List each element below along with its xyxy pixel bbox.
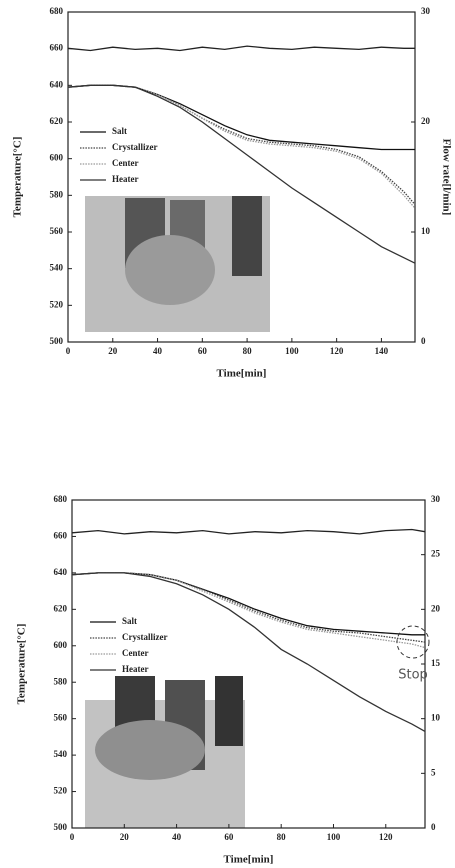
y-tick-label: 660 [50,43,64,53]
y2-tick-label: 5 [431,767,436,777]
x-tick-label: 0 [70,832,75,842]
y-tick-label: 560 [54,713,68,723]
x-tick-label: 140 [375,346,389,356]
x-tick-label: 40 [172,832,182,842]
legend-label: Crystallizer [122,632,167,642]
y2-tick-label: 10 [421,226,431,236]
y-tick-label: 520 [54,786,68,796]
x-tick-label: 100 [285,346,299,356]
y-tick-label: 560 [50,226,64,236]
legend-label: Heater [112,174,138,184]
y-tick-label: 620 [50,116,64,126]
y-axis-label: Temperature[°C] [16,624,28,705]
y-tick-label: 520 [50,299,64,309]
y-tick-label: 540 [50,263,64,273]
y-tick-label: 640 [54,567,68,577]
x-axis-label: Time[min] [217,368,267,380]
y-tick-label: 660 [54,531,68,541]
x-tick-label: 120 [330,346,344,356]
y-tick-label: 540 [54,749,68,759]
plot-frame [67,11,416,343]
y2-tick-label: 30 [421,6,431,16]
y2-axis-label: Flow rate[l/min] [440,139,452,216]
series-line [71,572,426,732]
series-line [67,84,416,264]
series-line [71,528,426,535]
y2-tick-label: 25 [431,549,441,559]
y2-tick-label: 20 [421,116,431,126]
y-tick-label: 620 [54,603,68,613]
photo-inset [85,196,270,828]
y2-tick-label: 0 [421,336,426,346]
legend-label: Salt [122,616,137,626]
series-line [71,572,426,649]
x-tick-label: 40 [153,346,163,356]
y-tick-label: 580 [54,676,68,686]
series-line [67,45,415,52]
y-tick-label: 640 [50,79,64,89]
x-tick-label: 60 [198,346,208,356]
x-axis-label: Time[min] [224,854,274,866]
y2-tick-label: 30 [431,494,441,504]
series-line [71,572,426,643]
x-tick-label: 80 [243,346,253,356]
y-tick-label: 500 [50,336,64,346]
stop-marker [396,625,430,659]
annotation: Stop [398,668,428,683]
y-tick-label: 600 [50,153,64,163]
y-tick-label: 500 [54,822,68,832]
y-tick-label: 680 [50,6,64,16]
legend-label: Heater [122,664,148,674]
y-tick-label: 600 [54,640,68,650]
y2-tick-label: 20 [431,603,441,613]
y2-tick-label: 10 [431,713,441,723]
legend-label: Salt [112,126,127,136]
x-tick-label: 20 [108,346,118,356]
legend-label: Crystallizer [112,142,157,152]
x-tick-label: 100 [327,832,341,842]
legend-label: Center [112,158,139,168]
x-tick-label: 20 [120,832,130,842]
x-tick-label: 60 [224,832,234,842]
series-line [67,84,415,151]
x-tick-label: 80 [277,832,287,842]
y2-tick-label: 15 [431,658,441,668]
y-axis-label: Temperature[°C] [12,137,24,218]
legend-label: Center [122,648,149,658]
y2-tick-label: 0 [431,822,436,832]
y-tick-label: 580 [50,189,64,199]
x-tick-label: 0 [66,346,71,356]
x-tick-label: 120 [379,832,393,842]
y-tick-label: 680 [54,494,68,504]
